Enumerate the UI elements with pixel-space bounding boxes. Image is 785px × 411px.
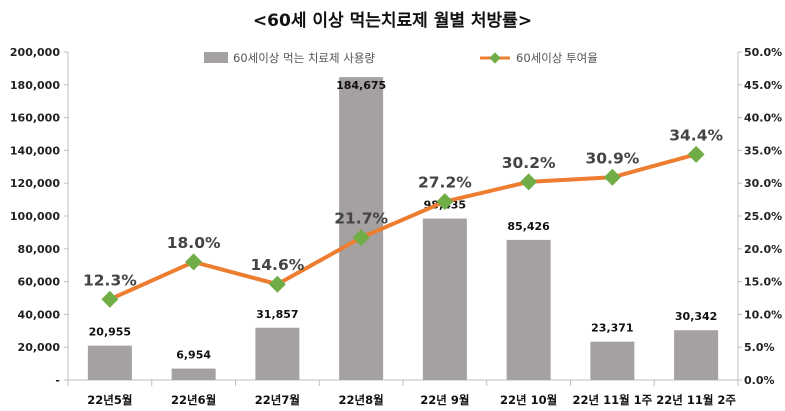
left-tick-label: 120,000 [10, 177, 60, 190]
rate-point [101, 290, 119, 308]
x-category-label: 22년 11월 1주 [572, 393, 652, 407]
bar-value-label: 85,426 [507, 220, 550, 233]
x-category-label: 22년 11월 2주 [656, 393, 736, 407]
right-tick-label: 5.0% [744, 341, 775, 354]
right-tick-label: 20.0% [744, 243, 782, 256]
legend-line-marker [489, 52, 501, 64]
rate-value-label: 27.2% [418, 174, 472, 192]
bar [674, 330, 719, 380]
bar-value-label: 31,857 [256, 308, 298, 321]
rate-point [520, 173, 538, 191]
bar-value-label: 23,371 [591, 322, 633, 335]
left-tick-label: 40,000 [18, 308, 61, 321]
chart-title: <60세 이상 먹는치료제 월별 처방률> [252, 11, 533, 31]
left-tick-label: - [55, 374, 60, 387]
bar [171, 368, 216, 380]
right-tick-label: 25.0% [744, 210, 782, 223]
rate-value-label: 12.3% [83, 271, 137, 289]
right-tick-label: 10.0% [744, 308, 782, 321]
rate-point [268, 275, 286, 293]
bar [590, 341, 635, 380]
rate-point [352, 229, 370, 247]
x-category-label: 22년 10월 [500, 393, 557, 407]
rate-value-label: 14.6% [250, 256, 304, 274]
right-tick-label: 35.0% [744, 144, 782, 157]
left-tick-label: 60,000 [18, 276, 61, 289]
rate-value-label: 30.9% [585, 149, 639, 167]
x-category-label: 22년 9월 [420, 393, 469, 407]
bar-value-label: 184,675 [336, 79, 386, 92]
bar [339, 77, 384, 381]
bar [506, 239, 551, 380]
rate-value-label: 34.4% [669, 126, 723, 144]
bar-value-label: 30,342 [675, 310, 717, 323]
left-tick-label: 200,000 [10, 46, 60, 59]
rate-point [436, 193, 454, 211]
left-tick-label: 160,000 [10, 112, 60, 125]
bar [422, 218, 467, 380]
x-category-label: 22년8월 [339, 393, 384, 407]
right-tick-label: 0.0% [744, 374, 775, 387]
rate-line [109, 152, 697, 302]
bar [87, 345, 132, 380]
right-tick-label: 30.0% [744, 177, 782, 190]
legend-line-label: 60세이상 투여율 [516, 51, 598, 65]
bar-value-label: 6,954 [176, 349, 211, 362]
left-tick-label: 80,000 [18, 243, 61, 256]
legend-bar-label: 60세이상 먹는 치료제 사용량 [233, 51, 375, 65]
rate-value-label: 18.0% [167, 234, 221, 252]
right-tick-label: 15.0% [744, 276, 782, 289]
right-tick-label: 45.0% [744, 79, 782, 92]
left-tick-label: 20,000 [18, 341, 61, 354]
right-tick-label: 40.0% [744, 112, 782, 125]
x-category-label: 22년5월 [87, 393, 132, 407]
bar-value-label: 20,955 [89, 326, 131, 339]
rate-point [687, 145, 705, 163]
left-tick-label: 100,000 [10, 210, 60, 223]
left-tick-label: 140,000 [10, 144, 60, 157]
rate-value-label: 21.7% [334, 210, 388, 228]
legend-bar-swatch [204, 52, 228, 63]
rate-point [185, 253, 203, 271]
left-tick-label: 180,000 [10, 79, 60, 92]
right-tick-label: 50.0% [744, 46, 782, 59]
rate-value-label: 30.2% [502, 154, 556, 172]
rate-point [603, 168, 621, 186]
x-category-label: 22년6월 [171, 393, 216, 407]
bar [255, 327, 300, 380]
x-category-label: 22년7월 [255, 393, 300, 407]
